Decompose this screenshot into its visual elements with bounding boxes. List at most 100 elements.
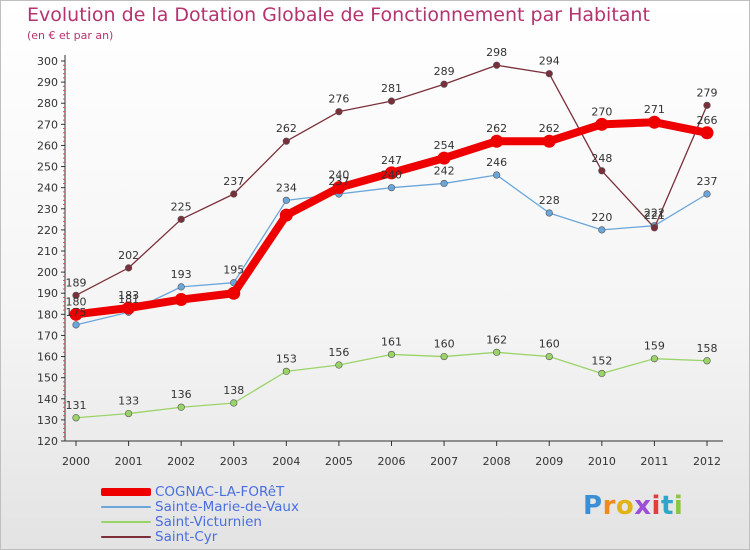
y-tick-label: 240 xyxy=(37,182,58,195)
data-point-cognac-la-for-t xyxy=(595,117,609,131)
data-label-saint-victurnien: 131 xyxy=(66,399,87,412)
x-tick-label: 2005 xyxy=(325,455,353,468)
data-point-cognac-la-for-t xyxy=(69,307,83,321)
series-lines xyxy=(69,61,714,422)
data-label-sainte-marie-de-vaux: 240 xyxy=(381,169,402,182)
data-label-saint-victurnien: 152 xyxy=(591,354,612,367)
data-label-sainte-marie-de-vaux: 193 xyxy=(171,268,192,281)
data-point-saint-victurnien xyxy=(72,414,80,422)
data-label-saint-cyr: 262 xyxy=(276,122,297,135)
data-point-saint-cyr xyxy=(703,101,711,109)
series-line-saint-victurnien xyxy=(75,351,708,419)
data-point-cognac-la-for-t xyxy=(227,286,241,300)
data-point-saint-cyr xyxy=(598,167,606,175)
data-point-cognac-la-for-t xyxy=(437,151,451,165)
y-tick-label: 230 xyxy=(37,203,58,216)
data-label-saint-victurnien: 158 xyxy=(697,342,718,355)
x-tick-label: 2000 xyxy=(62,455,90,468)
y-tick-label: 210 xyxy=(37,245,58,258)
x-tick-label: 2001 xyxy=(115,455,143,468)
y-tick-label: 220 xyxy=(37,224,58,237)
y-tick-label: 140 xyxy=(37,393,58,406)
data-label-saint-cyr: 289 xyxy=(434,65,455,78)
data-point-saint-victurnien xyxy=(124,409,133,418)
data-label-saint-victurnien: 153 xyxy=(276,352,297,365)
data-point-sainte-marie-de-vaux xyxy=(493,171,501,179)
data-point-sainte-marie-de-vaux xyxy=(177,283,185,291)
x-tick-label: 2007 xyxy=(430,455,458,468)
data-label-saint-victurnien: 162 xyxy=(486,333,507,346)
legend-swatch xyxy=(101,506,151,508)
y-tick-label: 180 xyxy=(37,308,58,321)
data-label-cognac-la-for-t: 254 xyxy=(434,139,455,152)
data-label-sainte-marie-de-vaux: 242 xyxy=(434,164,455,177)
data-point-saint-cyr xyxy=(177,215,185,223)
data-label-cognac-la-for-t: 247 xyxy=(381,154,402,167)
data-label-sainte-marie-de-vaux: 237 xyxy=(328,175,349,188)
x-tick-label: 2004 xyxy=(272,455,300,468)
data-point-saint-cyr xyxy=(230,190,238,198)
data-point-saint-victurnien xyxy=(703,357,711,365)
data-label-cognac-la-for-t: 262 xyxy=(486,122,507,135)
data-point-saint-victurnien xyxy=(177,403,185,411)
data-point-sainte-marie-de-vaux xyxy=(440,179,448,188)
data-label-sainte-marie-de-vaux: 175 xyxy=(66,306,87,319)
data-point-saint-victurnien xyxy=(230,399,238,407)
data-label-saint-victurnien: 138 xyxy=(223,384,244,397)
data-label-cognac-la-for-t: 266 xyxy=(697,114,718,127)
x-tick-label: 2012 xyxy=(693,455,721,468)
data-label-saint-cyr: 202 xyxy=(118,249,139,262)
x-tick-label: 2011 xyxy=(640,455,668,468)
data-label-cognac-la-for-t: 180 xyxy=(66,295,87,308)
data-point-saint-cyr xyxy=(493,61,501,69)
y-tick-label: 150 xyxy=(37,372,58,385)
data-point-saint-cyr xyxy=(335,108,343,116)
y-tick-label: 260 xyxy=(37,139,58,152)
data-point-saint-cyr xyxy=(440,80,448,88)
data-point-saint-victurnien xyxy=(282,367,290,375)
x-tick-label: 2010 xyxy=(588,455,616,468)
data-point-sainte-marie-de-vaux xyxy=(387,184,396,192)
data-label-saint-victurnien: 156 xyxy=(328,346,349,359)
y-tick-label: 280 xyxy=(37,97,58,110)
data-label-cognac-la-for-t: 270 xyxy=(591,105,612,118)
x-tick-label: 2009 xyxy=(535,455,563,468)
data-point-saint-cyr xyxy=(72,291,80,299)
data-point-cognac-la-for-t xyxy=(174,293,188,307)
data-label-cognac-la-for-t: 271 xyxy=(644,103,665,116)
data-label-saint-victurnien: 160 xyxy=(539,338,560,351)
data-point-saint-cyr xyxy=(282,137,290,145)
data-label-saint-cyr: 221 xyxy=(644,209,665,222)
data-label-sainte-marie-de-vaux: 237 xyxy=(697,175,718,188)
axes: 1201301401501601701801902002102202302402… xyxy=(37,55,723,468)
data-point-saint-cyr xyxy=(124,264,133,272)
data-label-cognac-la-for-t: 262 xyxy=(539,122,560,135)
data-point-cognac-la-for-t xyxy=(542,134,556,148)
proxiti-logo: Proxiti xyxy=(583,491,684,521)
legend-swatch xyxy=(101,521,151,523)
data-point-sainte-marie-de-vaux xyxy=(282,196,290,204)
data-point-saint-victurnien xyxy=(545,352,553,361)
data-label-sainte-marie-de-vaux: 246 xyxy=(486,156,507,169)
data-point-cognac-la-for-t xyxy=(700,126,714,140)
data-label-saint-victurnien: 133 xyxy=(118,395,139,408)
data-point-saint-cyr xyxy=(650,224,659,232)
data-point-cognac-la-for-t xyxy=(490,134,504,148)
y-tick-label: 200 xyxy=(37,266,58,279)
y-tick-label: 270 xyxy=(37,118,58,131)
y-tick-label: 300 xyxy=(37,55,58,68)
data-point-cognac-la-for-t xyxy=(385,166,398,180)
data-label-saint-cyr: 237 xyxy=(223,175,244,188)
data-label-saint-victurnien: 160 xyxy=(434,338,455,351)
data-label-saint-cyr: 225 xyxy=(171,200,192,213)
data-label-sainte-marie-de-vaux: 228 xyxy=(539,194,560,207)
data-label-cognac-la-for-t: 183 xyxy=(118,289,139,302)
x-tick-label: 2003 xyxy=(220,455,248,468)
data-label-cognac-la-for-t: 240 xyxy=(328,169,349,182)
y-tick-label: 170 xyxy=(37,329,58,342)
y-tick-label: 250 xyxy=(37,161,58,174)
data-point-saint-victurnien xyxy=(598,369,606,378)
